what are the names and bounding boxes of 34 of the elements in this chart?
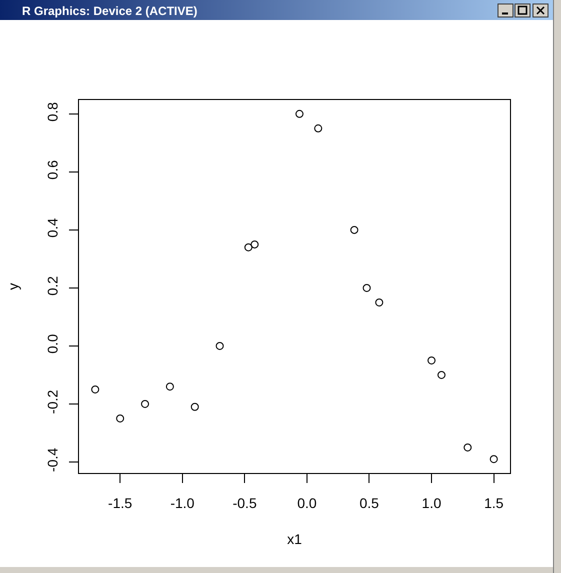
point — [428, 356, 436, 364]
y-tick-label: -0.4 — [44, 448, 60, 472]
x-tick-label: 1.5 — [484, 494, 504, 511]
point — [250, 240, 259, 248]
x-tick-label: 0.5 — [360, 494, 380, 511]
y-tick-label: 0.4 — [44, 218, 60, 238]
x-tick-label: -0.5 — [232, 494, 257, 511]
y-tick-label: 0.2 — [44, 276, 60, 296]
point — [490, 455, 498, 464]
x-tick-label: -1.5 — [108, 494, 132, 511]
chart-title: R Graphics: Device 2 (ACTIVE) — [22, 4, 198, 18]
point — [295, 110, 304, 118]
point — [166, 382, 174, 391]
point — [244, 243, 252, 252]
point — [141, 400, 150, 408]
point — [116, 414, 124, 422]
point — [216, 342, 224, 350]
x-tick-label: 1.0 — [422, 494, 442, 511]
x-tick-label: 0.0 — [297, 494, 317, 511]
point — [350, 226, 358, 234]
y-tick-label: -0.2 — [44, 390, 60, 414]
point — [314, 124, 322, 132]
x-tick-label: -1.0 — [170, 494, 195, 511]
point — [190, 402, 199, 411]
x-axis-title: x1 — [287, 531, 302, 548]
point — [375, 298, 384, 306]
point — [362, 284, 371, 292]
point — [437, 370, 446, 379]
point — [464, 443, 472, 452]
y-tick-label: 0.6 — [44, 160, 60, 180]
point — [91, 385, 100, 394]
y-tick-label: 0.0 — [44, 334, 60, 354]
y-axis-title: y — [5, 283, 21, 290]
y-tick-label: 0.8 — [44, 102, 60, 122]
